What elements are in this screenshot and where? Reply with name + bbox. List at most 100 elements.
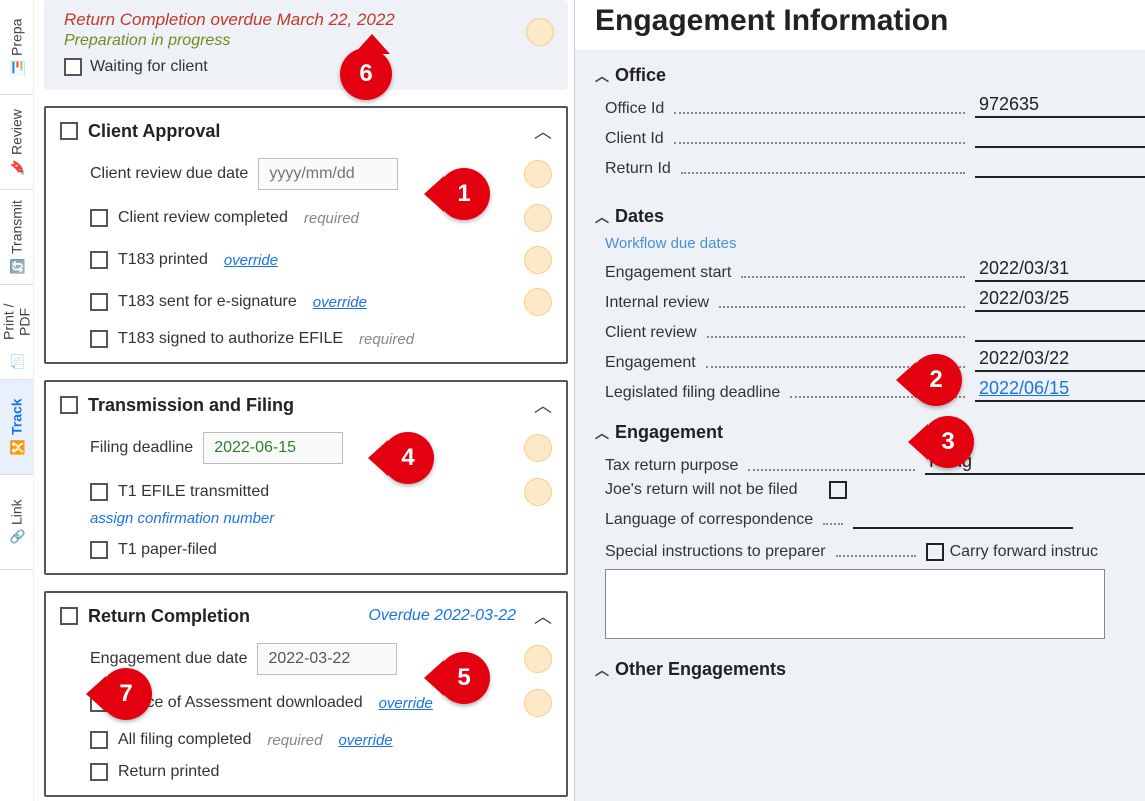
page-title: Engagement Information	[575, 0, 1145, 51]
section-dates[interactable]: ︿Dates	[595, 206, 1145, 227]
card-transmission-filing: Transmission and Filing ︿ Filing deadlin…	[44, 380, 568, 575]
card-client-approval: Client Approval ︿ Client review due date…	[44, 106, 568, 364]
note-icon[interactable]	[524, 434, 552, 462]
chevron-up-icon: ︿	[595, 660, 609, 680]
special-instructions-textarea[interactable]	[605, 569, 1105, 639]
checkbox[interactable]	[90, 209, 108, 227]
note-icon[interactable]	[524, 160, 552, 188]
vertical-tab-rail: 📊Prepa 🔖Review 🔄Transmit 📄Print / PDF 🔀T…	[0, 0, 34, 801]
tab-link[interactable]: 🔗Link	[0, 475, 33, 570]
override-link[interactable]: override	[224, 252, 278, 269]
override-link[interactable]: override	[313, 294, 367, 311]
note-icon[interactable]	[524, 246, 552, 274]
checkbox[interactable]	[90, 330, 108, 348]
client-review-value[interactable]	[975, 318, 1145, 342]
not-filed-checkbox[interactable]	[829, 481, 847, 499]
note-icon[interactable]	[524, 478, 552, 506]
office-id-value[interactable]: 972635	[975, 94, 1145, 118]
waiting-checkbox[interactable]	[64, 58, 82, 76]
checkbox[interactable]	[90, 483, 108, 501]
client-id-value[interactable]	[975, 124, 1145, 148]
eng-due-label: Engagement due date	[90, 650, 247, 668]
chevron-up-icon[interactable]: ︿	[534, 392, 552, 418]
tab-prepare[interactable]: 📊Prepa	[0, 0, 33, 95]
completion-master-checkbox[interactable]	[60, 607, 78, 625]
dots	[823, 511, 843, 525]
checkbox[interactable]	[90, 293, 108, 311]
tab-transmit[interactable]: 🔄Transmit	[0, 190, 33, 285]
return-id-value[interactable]	[975, 154, 1145, 178]
waiting-label: Waiting for client	[90, 58, 208, 76]
checkbox[interactable]	[90, 541, 108, 559]
lang-value[interactable]	[853, 505, 1073, 529]
callout-2: 2	[910, 354, 962, 406]
callout-6: 6	[340, 48, 392, 100]
section-office[interactable]: ︿Office	[595, 65, 1145, 86]
row-label: All filing completed	[118, 731, 251, 749]
int-review-value[interactable]: 2022/03/25	[975, 288, 1145, 312]
filing-deadline-label: Filing deadline	[90, 439, 193, 457]
chevron-up-icon: ︿	[595, 207, 609, 227]
note-icon[interactable]	[524, 689, 552, 717]
assign-confirmation-link[interactable]: assign confirmation number	[60, 510, 552, 527]
section-engagement[interactable]: ︿Engagement	[595, 422, 1145, 443]
legislated-value[interactable]: 2022/06/15	[975, 378, 1145, 402]
tab-print-pdf[interactable]: 📄Print / PDF	[0, 285, 33, 380]
checkbox[interactable]	[90, 731, 108, 749]
required-tag: required	[267, 732, 322, 749]
client-review-label: Client review	[605, 324, 697, 342]
progress-status: Preparation in progress	[64, 32, 552, 50]
callout-1: 1	[438, 168, 490, 220]
engagement-info-panel: Engagement Information ︿Office Office Id…	[574, 0, 1145, 801]
dots	[674, 100, 965, 114]
row-label: T183 signed to authorize EFILE	[118, 330, 343, 348]
chart-icon: 📊	[9, 60, 24, 76]
carry-forward-checkbox[interactable]	[926, 543, 944, 561]
section-other-engagements[interactable]: ︿Other Engagements	[595, 659, 1145, 680]
tab-track[interactable]: 🔀Track	[0, 380, 33, 475]
review-due-input[interactable]	[258, 158, 398, 190]
override-link[interactable]: override	[379, 695, 433, 712]
engagement-label: Engagement	[605, 354, 696, 372]
row-label: T1 EFILE transmitted	[118, 483, 269, 501]
workflow-due-dates-sub: Workflow due dates	[605, 235, 1145, 252]
checkbox[interactable]	[90, 251, 108, 269]
approval-master-checkbox[interactable]	[60, 122, 78, 140]
dots	[741, 264, 965, 278]
filing-master-checkbox[interactable]	[60, 396, 78, 414]
review-due-label: Client review due date	[90, 165, 248, 183]
tab-review[interactable]: 🔖Review	[0, 95, 33, 190]
eng-start-value[interactable]: 2022/03/31	[975, 258, 1145, 282]
override-link[interactable]: override	[338, 732, 392, 749]
engagement-value[interactable]: 2022/03/22	[975, 348, 1145, 372]
row-label: Client review completed	[118, 209, 288, 227]
note-icon[interactable]	[524, 288, 552, 316]
completion-title: Return Completion	[88, 606, 358, 627]
note-icon[interactable]	[524, 645, 552, 673]
chevron-up-icon[interactable]: ︿	[534, 118, 552, 144]
chevron-up-icon: ︿	[595, 66, 609, 86]
link-icon: 🔗	[9, 529, 24, 545]
filing-deadline-input[interactable]	[203, 432, 343, 464]
eng-start-label: Engagement start	[605, 264, 731, 282]
dots	[681, 160, 965, 174]
checkbox[interactable]	[90, 763, 108, 781]
note-icon[interactable]	[524, 204, 552, 232]
office-id-label: Office Id	[605, 100, 664, 118]
client-id-label: Client Id	[605, 130, 664, 148]
chevron-up-icon[interactable]: ︿	[534, 603, 552, 629]
status-header: Return Completion overdue March 22, 2022…	[44, 0, 568, 90]
completion-overdue-tag: Overdue 2022-03-22	[368, 607, 516, 625]
not-filed-label: Joe's return will not be filed	[605, 481, 797, 499]
carry-forward-label: Carry forward instruc	[950, 543, 1098, 561]
return-id-label: Return Id	[605, 160, 671, 178]
required-tag: required	[359, 331, 414, 348]
note-icon[interactable]	[526, 18, 554, 46]
callout-4: 4	[382, 432, 434, 484]
row-label: T183 sent for e-signature	[118, 293, 297, 311]
overdue-status: Return Completion overdue March 22, 2022	[64, 10, 552, 30]
eng-due-input[interactable]	[257, 643, 397, 675]
pdf-icon: 📄	[9, 353, 24, 369]
approval-title: Client Approval	[88, 121, 524, 142]
dots	[836, 543, 916, 557]
